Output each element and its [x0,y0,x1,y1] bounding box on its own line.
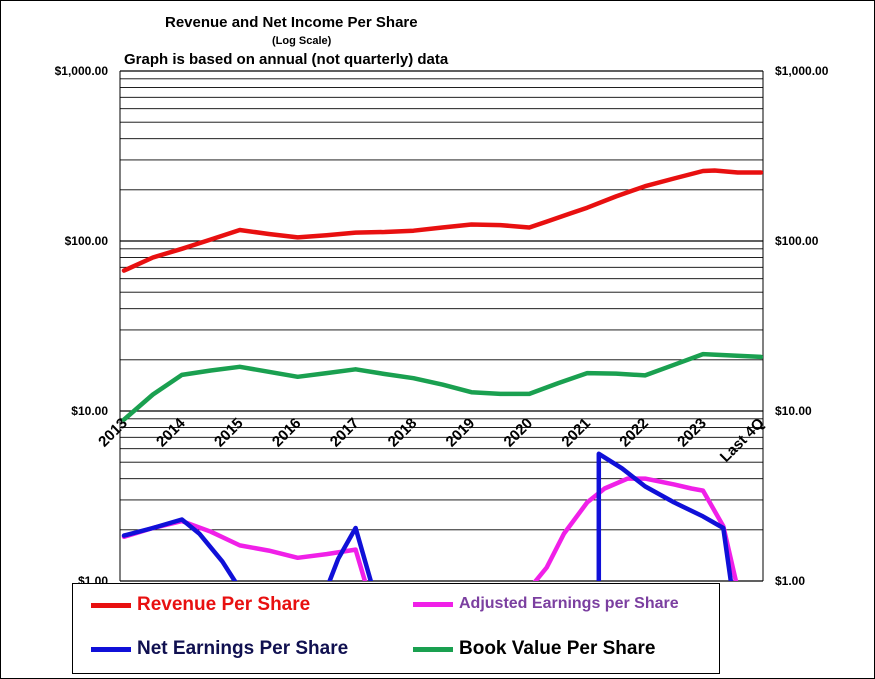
x-tick-label: 2015 [211,415,247,451]
legend-label-adjusted-earnings: Adjusted Earnings per Share [459,595,679,612]
legend-label-revenue: Revenue Per Share [137,594,311,615]
legend-swatch-book-value [413,646,453,652]
x-tick-label: 2021 [558,415,594,451]
legend-item-book-value: Book Value Per Share [413,638,655,660]
y-tick-label-right: $1.00 [775,574,805,588]
x-axis-labels: 2013 2014 2015 2016 2017 2018 2019 2020 2021 2022… [95,414,768,465]
series-line-adjusted-earnings-per-share [121,476,739,581]
y-axis-right: $1,000.00 $100.00 $10.00 $1.00 [775,64,829,588]
legend-item-adjusted-earnings: Adjusted Earnings per Share [413,595,679,613]
chart-note: Graph is based on annual (not quarterly)… [124,51,449,68]
chart-subtitle: (Log Scale) [272,35,332,47]
y-tick-label-left: $10.00 [71,404,108,418]
legend-item-net-earnings: Net Earnings Per Share [91,638,348,660]
series-lines [121,168,763,581]
y-tick-label-left: $100.00 [65,234,109,248]
x-tick-label: Last 4Q [717,415,768,466]
x-tick-label: 2017 [327,415,363,451]
chart-title: Revenue and Net Income Per Share [165,14,418,31]
x-tick-label: 2014 [153,414,189,450]
legend-label-net-earnings: Net Earnings Per Share [137,638,349,659]
x-tick-label: 2016 [269,415,305,451]
x-tick-label: 2023 [674,415,710,451]
y-tick-label-right: $1,000.00 [775,64,829,78]
series-line-book-value-per-share [121,351,763,422]
x-tick-label: 2019 [443,415,479,451]
y-axis-left: $1,000.00$100.00$10.00$1.00 [55,64,109,588]
x-tick-label: 2022 [616,415,652,451]
y-tick-label-left: $1,000.00 [55,64,109,78]
legend: Revenue Per Share Adjusted Earnings per … [72,583,720,674]
x-tick-label: 2020 [501,415,537,451]
legend-swatch-net-earnings [91,646,131,652]
y-tick-label-right: $10.00 [775,404,812,418]
legend-swatch-revenue [91,602,131,608]
series-line-revenue-per-share [121,168,763,273]
gridlines [119,70,764,582]
legend-label-book-value: Book Value Per Share [459,638,656,659]
legend-item-revenue: Revenue Per Share [91,594,310,616]
y-tick-label-right: $100.00 [775,234,819,248]
x-tick-label: 2018 [385,415,421,451]
series-line-net-earnings-per-share [121,451,734,581]
legend-swatch-adjusted-earnings [413,601,453,607]
